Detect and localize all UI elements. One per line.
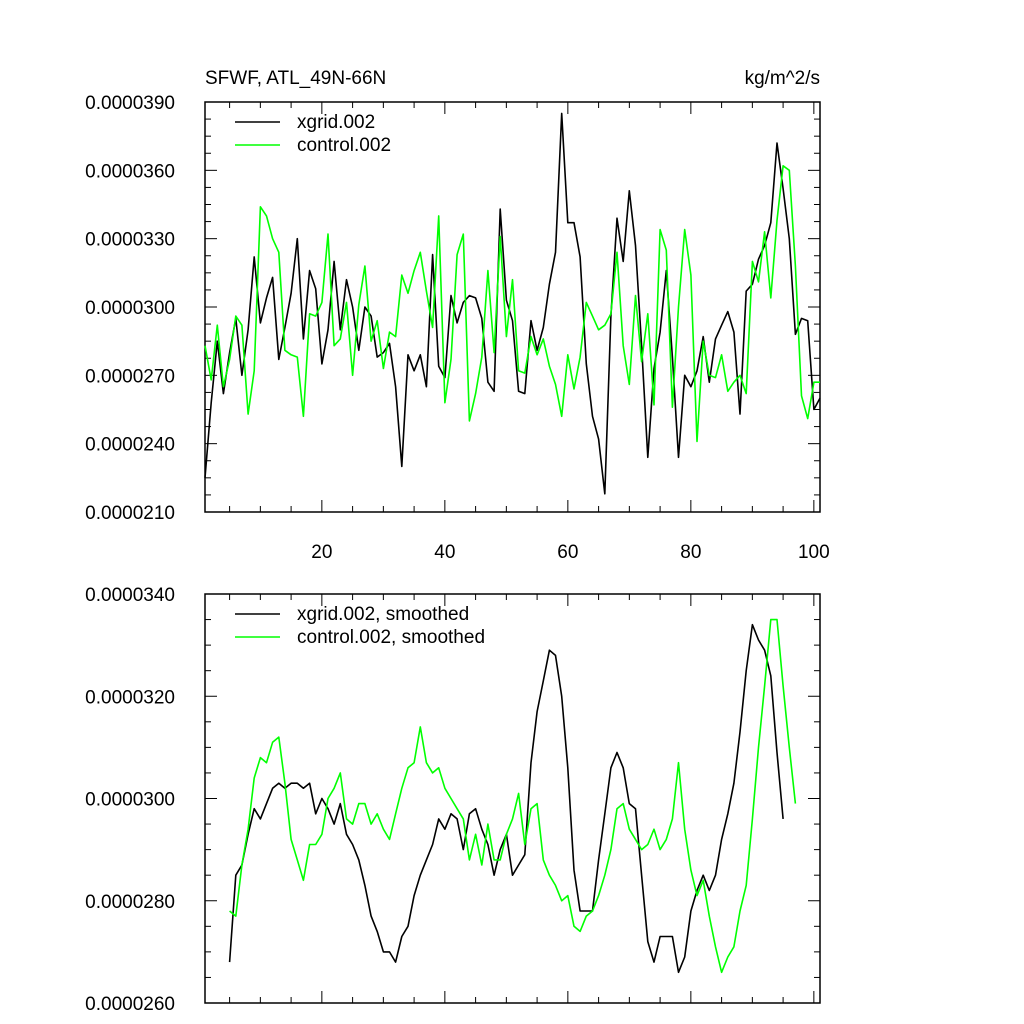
y-tick-label: 0.0000340 xyxy=(85,585,175,606)
y-tick-label: 0.0000390 xyxy=(85,93,175,114)
y-tick-label: 0.0000330 xyxy=(85,230,175,251)
bottom-panel: 0.0000260 0.0000280 0.0000300 0.0000320 0.00… xyxy=(85,585,821,1015)
legend-label: control.002, smoothed xyxy=(297,627,485,648)
y-tick-label: 0.0000320 xyxy=(85,687,175,708)
x-tick-label: 60 xyxy=(557,542,578,563)
legend-label: xgrid.002 xyxy=(297,112,375,133)
series-line xyxy=(204,112,821,495)
x-tick-label: 20 xyxy=(311,542,332,563)
y-tick-label: 0.0000280 xyxy=(85,892,175,913)
plot-frame xyxy=(204,593,821,1004)
y-tick-label: 0.0000300 xyxy=(85,298,175,319)
legend-label: control.002 xyxy=(297,135,391,156)
y-tick-label: 0.0000270 xyxy=(85,366,175,387)
plot-frame xyxy=(204,101,821,513)
y-tick-label: 0.0000240 xyxy=(85,435,175,456)
units-label: kg/m^2/s xyxy=(745,68,820,89)
series-line xyxy=(228,623,784,974)
x-tick-label: 40 xyxy=(434,542,455,563)
chart-title: SFWF, ATL_49N-66N xyxy=(205,68,386,89)
y-tick-label: 0.0000300 xyxy=(85,790,175,811)
top-panel: 0.0000210 0.0000240 0.0000270 0.0000300 0.00… xyxy=(85,93,830,563)
legend-label: xgrid.002, smoothed xyxy=(297,604,469,625)
y-tick-label: 0.0000260 xyxy=(85,994,175,1015)
x-tick-label: 80 xyxy=(680,542,701,563)
series-line xyxy=(204,165,820,443)
x-tick-label: 100 xyxy=(798,542,830,563)
y-tick-label: 0.0000360 xyxy=(85,161,175,182)
y-tick-label: 0.0000210 xyxy=(85,503,175,524)
series-line xyxy=(229,618,797,974)
